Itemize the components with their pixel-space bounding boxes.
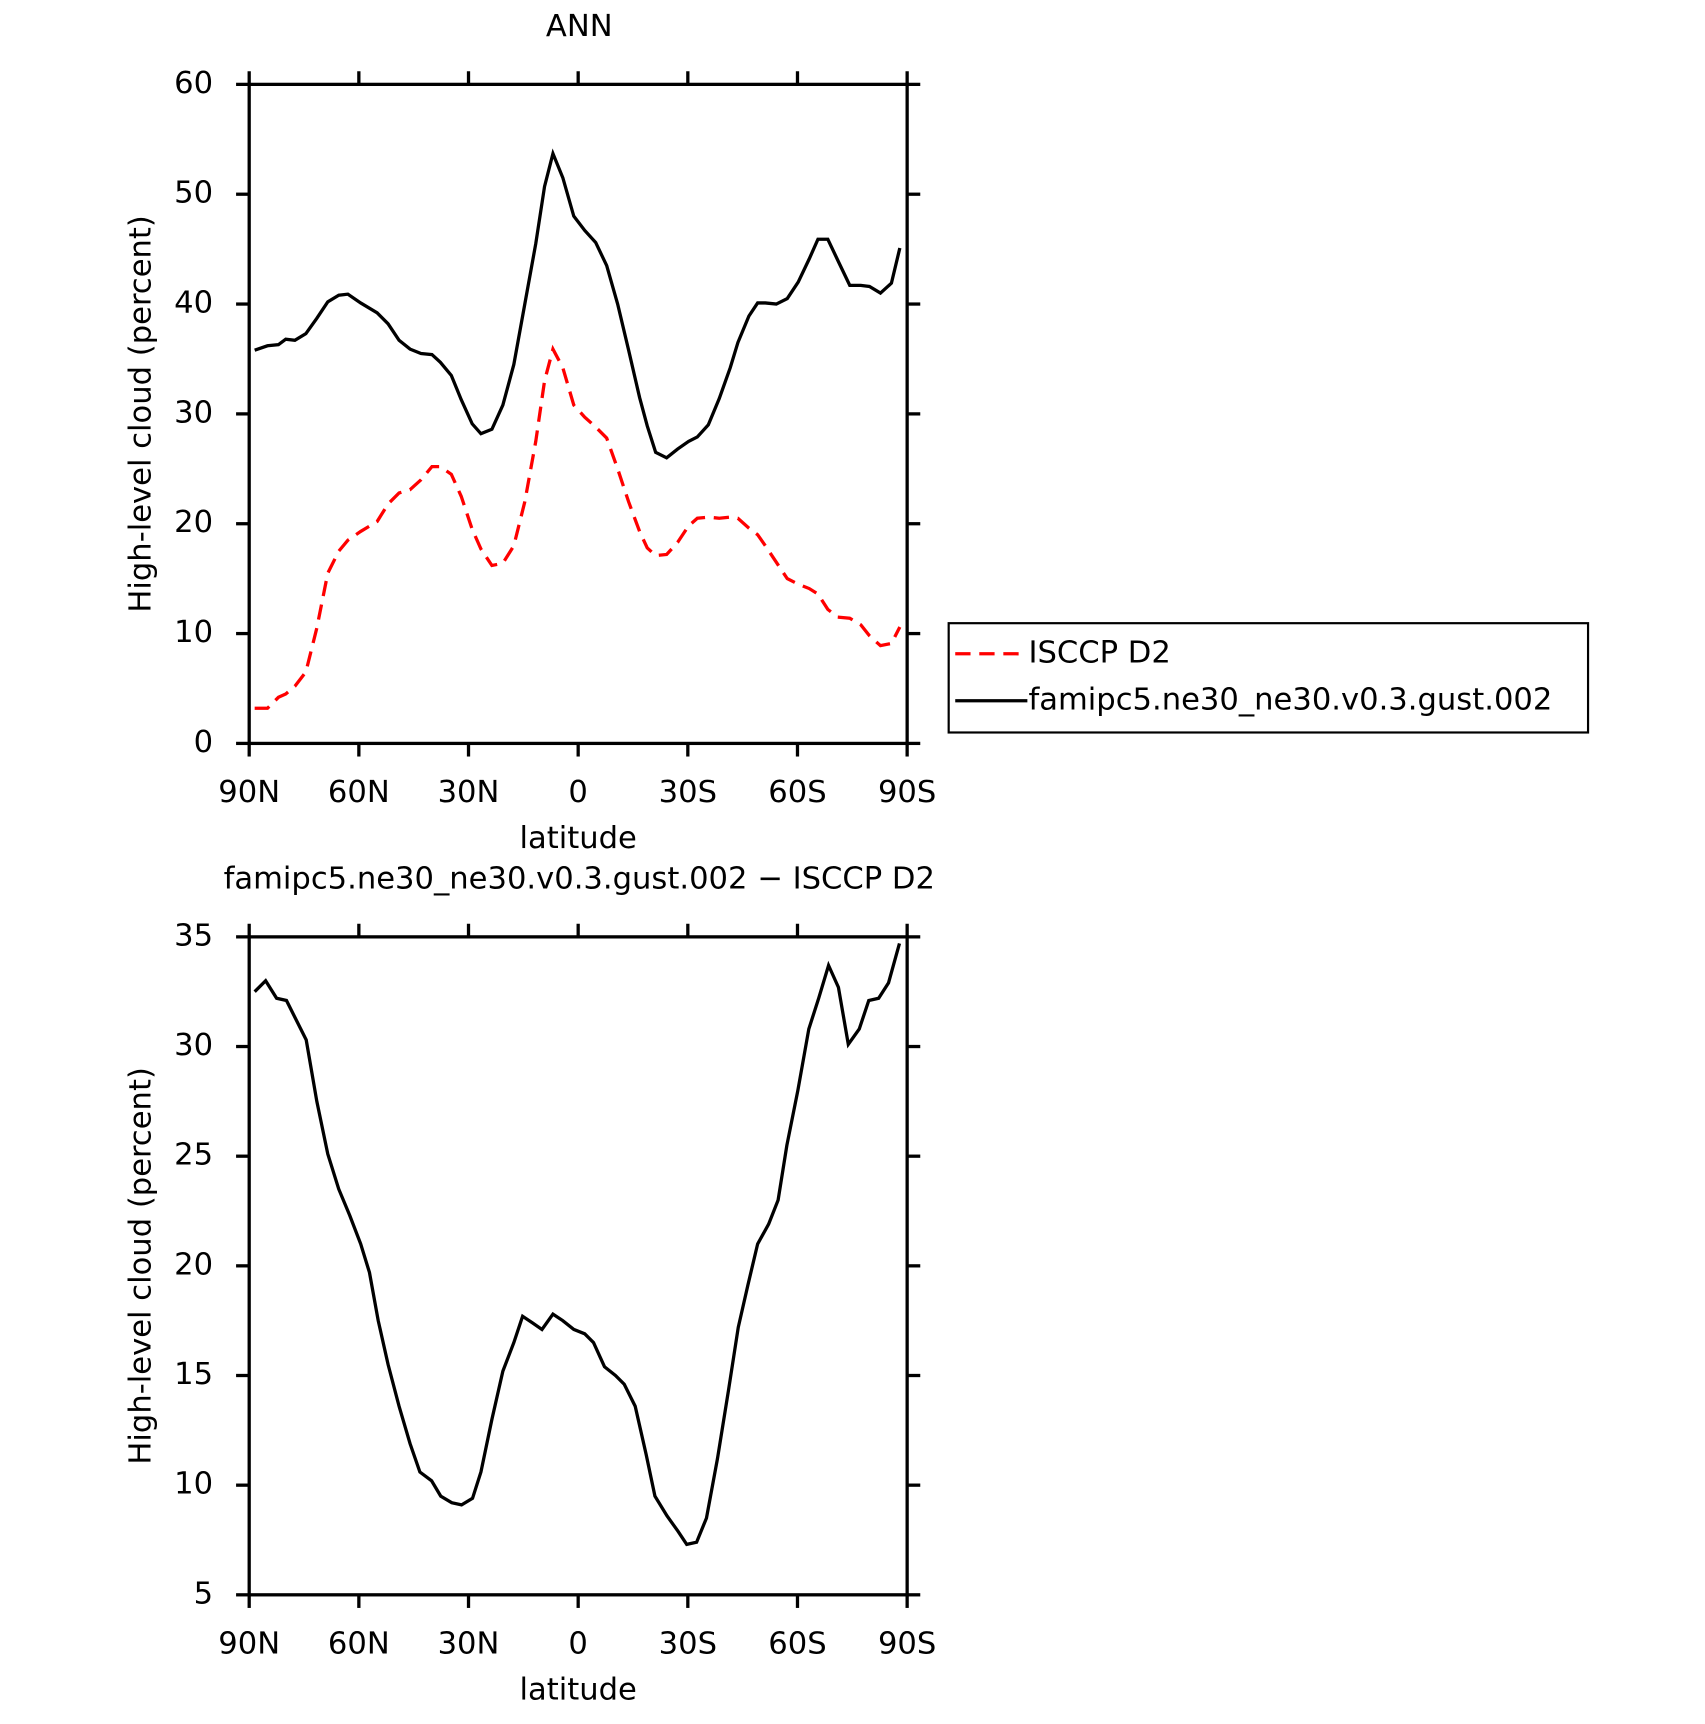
y-tick-label: 10 <box>174 1467 213 1502</box>
y-tick-label: 30 <box>174 395 213 430</box>
x-tick-label: 60S <box>768 775 826 810</box>
x-tick-label: 30S <box>659 775 717 810</box>
y-tick-label: 60 <box>174 66 213 101</box>
x-tick-label: 90N <box>218 1627 280 1662</box>
x-axis-label: latitude <box>519 821 636 856</box>
data-line <box>254 148 902 460</box>
x-tick-label: 30N <box>438 775 500 810</box>
y-tick-label: 35 <box>174 918 213 953</box>
legend-label: famipc5.ne30_ne30.v0.3.gust.002 <box>1028 682 1552 717</box>
x-tick-label: 0 <box>568 775 587 810</box>
y-tick-label: 20 <box>174 1247 213 1282</box>
x-tick-label: 90N <box>218 775 280 810</box>
y-tick-label: 5 <box>194 1576 213 1611</box>
x-tick-label: 60S <box>768 1627 826 1662</box>
plot-frame <box>247 82 909 746</box>
y-tick-label: 50 <box>174 176 213 211</box>
y-tick-label: 25 <box>174 1138 213 1173</box>
y-tick-label: 40 <box>174 286 213 321</box>
y-tick-label: 15 <box>174 1357 213 1392</box>
y-tick-label: 0 <box>194 725 213 760</box>
legend-label: ISCCP D2 <box>1028 635 1170 670</box>
x-tick-label: 90S <box>878 775 936 810</box>
chart-title: famipc5.ne30_ne30.v0.3.gust.002 − ISCCP … <box>224 862 935 897</box>
y-tick-label: 10 <box>174 615 213 650</box>
data-line <box>253 943 902 1547</box>
x-tick-label: 0 <box>568 1627 587 1662</box>
y-axis-label: High-level cloud (percent) <box>124 215 159 612</box>
x-tick-label: 30S <box>659 1627 717 1662</box>
legend-box <box>947 622 1590 734</box>
chart-title: ANN <box>546 9 613 44</box>
y-axis-label: High-level cloud (percent) <box>124 1067 159 1464</box>
y-tick-label: 20 <box>174 505 213 540</box>
x-tick-label: 60N <box>328 775 390 810</box>
data-line <box>254 344 902 710</box>
x-tick-label: 60N <box>328 1627 390 1662</box>
x-tick-label: 30N <box>438 1627 500 1662</box>
y-tick-label: 30 <box>174 1028 213 1063</box>
x-axis-label: latitude <box>519 1673 636 1708</box>
x-tick-label: 90S <box>878 1627 936 1662</box>
